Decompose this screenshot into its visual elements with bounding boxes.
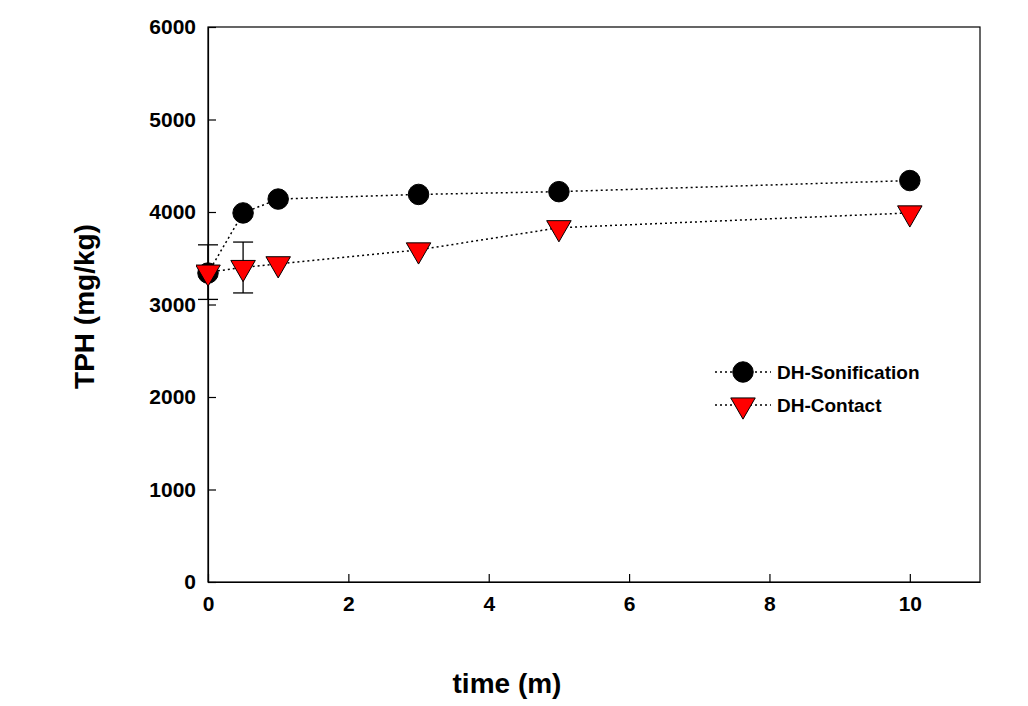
tick-mark (489, 574, 490, 582)
data-point (547, 221, 572, 242)
tick: 4000 (149, 200, 216, 223)
plot: 0 2 4 6 8 10 0 1000 2000 3000 4000 5000 6000 DH-Sonif… (149, 15, 980, 615)
legend-label: DH-Contact (777, 395, 882, 416)
tick-label: 2000 (149, 385, 196, 408)
tick-label: 1000 (149, 478, 196, 501)
x-axis: 0 2 4 6 8 10 (203, 574, 981, 615)
y-axis-title: TPH (mg/kg) (69, 224, 100, 389)
tick-label: 4000 (149, 200, 196, 223)
data-point (549, 181, 569, 201)
series-line (208, 213, 910, 272)
tick-label: 0 (203, 592, 215, 615)
tick-label: 0 (184, 570, 196, 593)
tick-mark (208, 27, 216, 28)
axis-line (209, 582, 981, 583)
tick-mark (208, 212, 216, 213)
tick-mark (910, 574, 911, 582)
error-bar-cap (233, 292, 253, 293)
tick-label: 4 (483, 592, 495, 615)
data-point (231, 260, 256, 281)
data-point (268, 189, 288, 209)
tick-label: 10 (899, 592, 922, 615)
error-bar-cap (198, 299, 218, 300)
data-point (266, 257, 291, 278)
data-point (408, 184, 428, 204)
tick-mark (208, 489, 216, 490)
error-bar-cap (198, 244, 218, 245)
legend-label: DH-Sonification (777, 362, 920, 383)
tick: 8 (764, 574, 776, 615)
tick: 0 (184, 570, 216, 593)
tick-label: 2 (343, 592, 355, 615)
tick-label: 6 (624, 592, 636, 615)
chart: 0 2 4 6 8 10 0 1000 2000 3000 4000 5000 6000 DH-Sonif… (0, 0, 1028, 706)
tick: 2 (343, 574, 355, 615)
tick-label: 3000 (149, 293, 196, 316)
tick-label: 5000 (149, 108, 196, 131)
tick: 6 (624, 574, 636, 615)
tick: 4 (483, 574, 495, 615)
tick: 5000 (149, 108, 216, 131)
plot-frame (208, 27, 980, 582)
x-axis-title: time (m) (453, 668, 562, 699)
legend-marker (731, 398, 756, 419)
y-axis: 0 1000 2000 3000 4000 5000 6000 (149, 15, 216, 593)
tick: 6000 (149, 15, 216, 38)
legend-item: DH-Sonification (715, 362, 920, 383)
tick-mark (208, 119, 216, 120)
data-area (196, 170, 922, 299)
data-point (406, 243, 431, 264)
data-point (233, 203, 253, 223)
data-point (196, 265, 220, 286)
tick-mark (348, 574, 349, 582)
data-point (898, 206, 923, 227)
tick-label: 8 (764, 592, 776, 615)
tick-label: 6000 (149, 15, 196, 38)
error-bar-cap (233, 241, 253, 242)
tick-mark (208, 397, 216, 398)
tick: 2000 (149, 385, 216, 408)
tick: 1000 (149, 478, 216, 501)
legend: DH-Sonification DH-Contact (715, 362, 920, 419)
tick-mark (769, 574, 770, 582)
series-line (208, 181, 910, 273)
legend-item: DH-Contact (715, 395, 882, 419)
tick-mark (208, 582, 216, 583)
tick-mark (208, 304, 216, 305)
data-point (900, 170, 920, 190)
tick: 3000 (149, 293, 216, 316)
tick-mark (629, 574, 630, 582)
legend-marker (733, 362, 753, 382)
tick: 10 (899, 574, 922, 615)
